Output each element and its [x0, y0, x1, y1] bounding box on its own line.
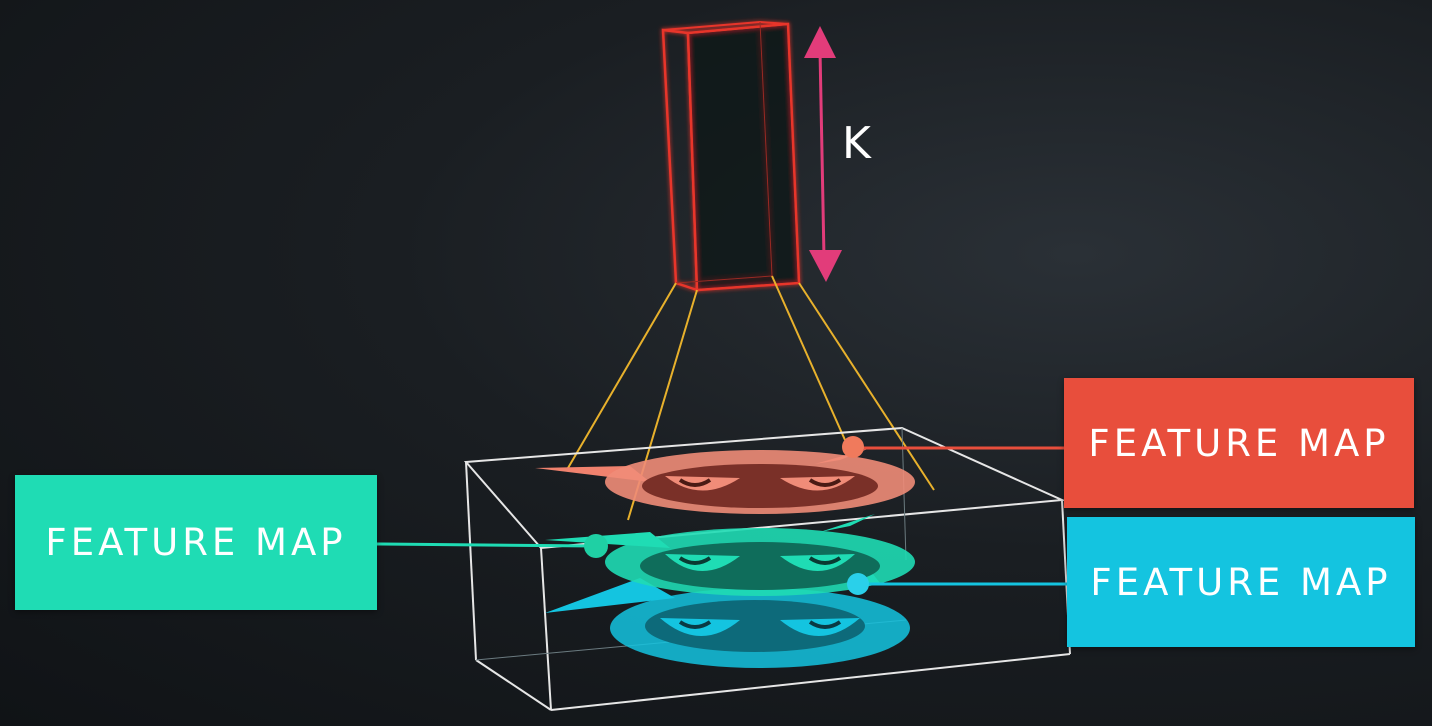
feature-map-label-bottom-right: FEATURE MAP [1067, 517, 1415, 647]
filter-column [661, 20, 801, 292]
cat-face-icon [545, 514, 915, 596]
connector-green [376, 534, 608, 558]
feature-map-label-left: FEATURE MAP [15, 475, 377, 610]
dimension-label-k: K [842, 118, 871, 169]
dimension-arrow [804, 26, 842, 282]
connector-cyan [847, 573, 1067, 595]
feature-map-label-top-right: FEATURE MAP [1064, 378, 1414, 508]
cat-face-icon [535, 448, 915, 514]
connector-red [842, 436, 1064, 458]
